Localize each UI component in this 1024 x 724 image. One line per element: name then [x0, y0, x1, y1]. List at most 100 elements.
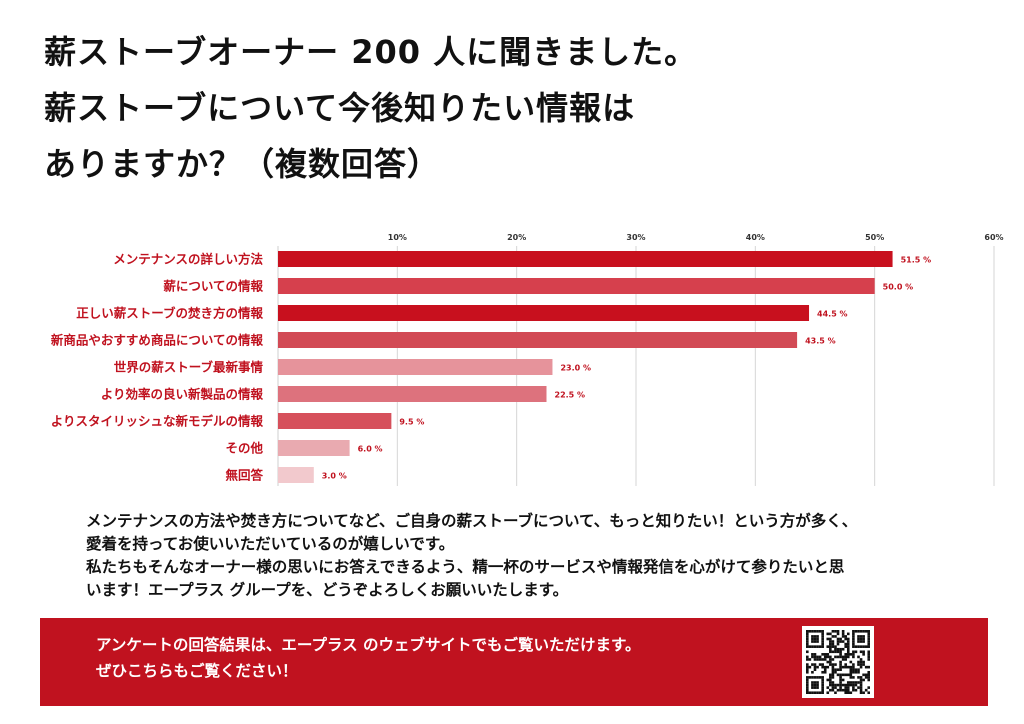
- qr-module: [867, 678, 870, 682]
- qr-module: [854, 645, 858, 648]
- qr-module: [808, 691, 812, 694]
- qr-module: [867, 670, 870, 674]
- value-label: 23.0 %: [560, 364, 591, 373]
- qr-module: [836, 655, 840, 659]
- qr-module: [813, 691, 817, 694]
- qr-module: [846, 691, 850, 694]
- qr-module: [857, 660, 860, 664]
- qr-module: [864, 688, 868, 692]
- qr-module: [816, 691, 819, 694]
- qr-module: [808, 645, 812, 648]
- qr-module: [831, 676, 835, 679]
- qr-module: [852, 668, 855, 672]
- qr-module: [836, 650, 840, 654]
- banner-line-1: アンケートの回答結果は、エープラス のウェブサイトでもご覧いただけます。: [96, 636, 641, 654]
- qr-module: [857, 681, 860, 684]
- qr-module: [826, 632, 830, 636]
- qr-module: [844, 688, 848, 692]
- qr-module: [841, 640, 845, 643]
- qr-module: [841, 665, 845, 669]
- x-tick-label: 40%: [746, 233, 765, 242]
- qr-module: [816, 665, 819, 669]
- qr-module: [813, 630, 817, 633]
- qr-module: [829, 632, 832, 636]
- commentary-line-4: います！エープラス グループを、どうぞよろしくお願いいたします。: [86, 581, 569, 599]
- qr-module: [867, 650, 870, 654]
- qr-module: [846, 683, 850, 687]
- qr-module: [867, 630, 870, 633]
- qr-module: [823, 653, 827, 656]
- qr-module: [841, 635, 845, 638]
- qr-module: [846, 632, 850, 636]
- qr-module: [841, 678, 845, 682]
- qr-module: [818, 658, 822, 661]
- qr-module: [811, 681, 814, 684]
- qr-module: [834, 650, 837, 654]
- qr-module: [813, 686, 817, 689]
- qr-module: [862, 630, 865, 633]
- headline-line-3: ありますか？（複数回答）: [44, 145, 441, 183]
- qr-module: [852, 665, 855, 669]
- qr-module: [836, 637, 840, 641]
- qr-module: [818, 691, 822, 694]
- qr-module: [846, 665, 850, 669]
- qr-module: [839, 650, 842, 654]
- qr-module: [841, 647, 845, 651]
- qr-module: [821, 653, 824, 656]
- qr-module: [808, 630, 812, 633]
- qr-module: [829, 663, 832, 666]
- qr-module: [831, 658, 835, 661]
- qr-module: [849, 670, 853, 674]
- qr-module: [829, 676, 832, 679]
- qr-module: [816, 683, 819, 687]
- qr-module: [829, 681, 832, 684]
- value-label: 22.5 %: [555, 391, 586, 400]
- qr-module: [821, 632, 824, 636]
- qr-module: [829, 658, 832, 661]
- qr-module: [806, 640, 809, 643]
- qr-module: [859, 676, 863, 679]
- qr-module: [862, 663, 865, 666]
- qr-module: [862, 640, 865, 643]
- qr-module: [813, 653, 817, 656]
- qr-module: [852, 642, 855, 646]
- qr-module: [859, 681, 863, 684]
- qr-module: [813, 637, 817, 641]
- bar: [278, 467, 314, 483]
- qr-module: [811, 686, 814, 689]
- qr-module: [852, 650, 855, 654]
- qr-module: [862, 650, 865, 654]
- qr-module: [846, 645, 850, 648]
- qr-module: [806, 655, 809, 659]
- qr-module: [862, 635, 865, 638]
- qr-module: [867, 676, 870, 679]
- qr-module: [857, 655, 860, 659]
- x-tick-label: 50%: [865, 233, 884, 242]
- qr-module: [823, 655, 827, 659]
- qr-module: [806, 691, 809, 694]
- commentary-line-3: 私たちもそんなオーナー様の思いにお答えできるよう、精一杯のサービスや情報発信を心…: [86, 558, 845, 576]
- qr-module: [831, 635, 835, 638]
- bar: [278, 278, 875, 294]
- x-tick-label: 20%: [507, 233, 526, 242]
- qr-code[interactable]: [802, 626, 874, 698]
- qr-module: [867, 655, 870, 659]
- qr-module: [831, 683, 835, 687]
- qr-module: [859, 637, 863, 641]
- qr-module: [859, 665, 863, 669]
- qr-module: [854, 681, 858, 684]
- qr-module: [821, 635, 824, 638]
- qr-module: [859, 663, 863, 666]
- qr-module: [839, 673, 842, 677]
- qr-module: [839, 663, 842, 666]
- qr-module: [852, 653, 855, 656]
- qr-module: [811, 640, 814, 643]
- commentary: メンテナンスの方法や焚き方についてなど、ご自身の薪ストーブについて、もっと知りた…: [86, 510, 996, 602]
- qr-module: [836, 630, 840, 633]
- qr-module: [806, 650, 809, 654]
- category-label: 薪についての情報: [163, 279, 263, 294]
- qr-module: [831, 688, 835, 692]
- qr-module: [849, 665, 853, 669]
- qr-module: [857, 637, 860, 641]
- qr-module: [839, 688, 842, 692]
